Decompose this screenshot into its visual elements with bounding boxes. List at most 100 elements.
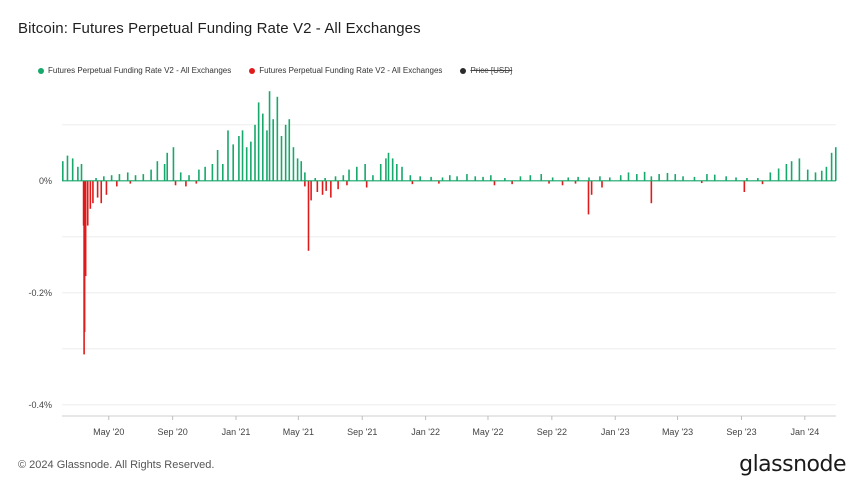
positive-funding-bar [179,172,182,181]
positive-funding-bar [456,176,458,181]
positive-funding-bar [713,174,716,181]
x-tick-label: Sep '23 [726,427,756,437]
positive-funding-bar [227,130,229,181]
positive-funding-bar [198,169,200,181]
positive-funding-bar [419,176,421,181]
positive-funding-bar [188,175,190,181]
positive-funding-bar [324,178,326,181]
x-tick-label: Sep '21 [347,427,377,437]
positive-funding-bar [134,175,137,181]
positive-funding-bar [150,169,152,181]
positive-funding-bar [156,161,159,181]
positive-funding-bar [449,175,451,181]
negative-funding-bar [548,180,550,184]
positive-funding-bar [706,174,708,181]
positive-funding-bar [254,124,256,181]
negative-funding-bar [365,180,368,188]
glassnode-logo[interactable]: glassnode [739,452,846,477]
legend-item-negative-funding-rate[interactable]: Futures Perpetual Funding Rate V2 - All … [249,66,442,75]
positive-funding-bar [276,96,279,181]
negative-funding-bar [411,180,414,185]
x-tick-label: Sep '22 [537,427,567,437]
positive-funding-bar [482,176,484,181]
legend-dot-black-icon [460,67,467,74]
x-tick-label: Sep '20 [158,427,188,437]
positive-funding-bar [280,136,283,181]
bars [62,91,837,355]
positive-funding-bar [814,172,817,181]
positive-funding-bar [785,164,788,181]
positive-funding-bar [71,158,74,181]
positive-funding-bar [300,161,303,181]
positive-funding-bar [409,175,412,181]
positive-funding-bar [284,124,287,181]
positive-funding-bar [80,164,83,181]
positive-funding-bar [529,175,532,181]
negative-funding-bar [307,180,310,251]
x-tick-label: May '22 [472,427,503,437]
negative-funding-bar [561,180,564,186]
positive-funding-bar [391,158,394,181]
positive-funding-bar [245,147,248,181]
positive-funding-bar [769,172,772,181]
positive-funding-bar [387,152,390,181]
positive-funding-bar [95,178,97,181]
positive-funding-bar [238,136,240,181]
positive-funding-bar [777,168,780,181]
positive-funding-bar [66,155,69,181]
negative-funding-bar [83,180,86,332]
positive-funding-bar [834,147,837,181]
legend-dot-red-icon [249,67,256,74]
negative-funding-bar [590,180,593,195]
positive-funding-bar [627,172,630,181]
negative-funding-bar [316,180,319,192]
positive-funding-bar [385,158,387,181]
negative-funding-bar [84,180,87,276]
positive-funding-bar [551,177,554,181]
y-axis: 0% -0.2% -0.4% [28,176,52,410]
negative-funding-bar [587,180,590,215]
positive-funding-bar [364,164,366,181]
legend-item-positive-funding-rate[interactable]: Futures Perpetual Funding Rate V2 - All … [38,66,231,75]
positive-funding-bar [806,169,809,181]
positive-funding-bar [292,147,295,181]
positive-funding-bar [126,172,129,181]
positive-funding-bar [401,166,403,181]
positive-funding-bar [830,152,833,181]
positive-funding-bar [314,178,317,181]
positive-funding-bar [268,91,271,181]
positive-funding-bar [221,164,224,181]
positive-funding-bar [682,176,684,181]
positive-funding-bar [257,102,260,181]
negative-funding-bar [304,180,306,187]
negative-funding-bar [100,180,103,204]
positive-funding-bar [666,172,669,181]
positive-funding-bar [746,178,748,181]
positive-funding-bar [372,175,374,181]
legend-item-price[interactable]: Price [USD] [460,66,512,75]
chart-area[interactable]: 0% -0.2% -0.4% May '20 Sep '20 Jan '21 May '2… [0,80,864,440]
positive-funding-bar [288,119,291,181]
positive-funding-bar [643,171,646,181]
negative-funding-bar [511,180,513,185]
positive-funding-bar [232,144,234,181]
negative-funding-bar [86,180,89,226]
positive-funding-bar [619,175,622,181]
positive-funding-bar [577,176,579,181]
negative-funding-bar [174,180,177,186]
y-tick-label: -0.4% [28,400,52,410]
positive-funding-bar [379,164,382,181]
positive-funding-bar [588,177,590,181]
positive-funding-bar [820,170,823,181]
funding-rate-chart[interactable]: 0%-0.2%-0.4% May '20 Sep '20 Jan '21 May '2… [0,80,864,440]
positive-funding-bar [396,164,398,181]
positive-funding-bar [272,119,274,181]
y-tick-label: -0.2% [28,288,52,298]
positive-funding-bar [304,172,306,181]
negative-funding-bar [574,180,577,184]
positive-funding-bar [825,166,828,181]
positive-funding-bar [77,166,79,181]
negative-funding-bar [105,180,108,195]
positive-funding-bar [540,174,543,181]
positive-funding-bar [636,174,638,181]
